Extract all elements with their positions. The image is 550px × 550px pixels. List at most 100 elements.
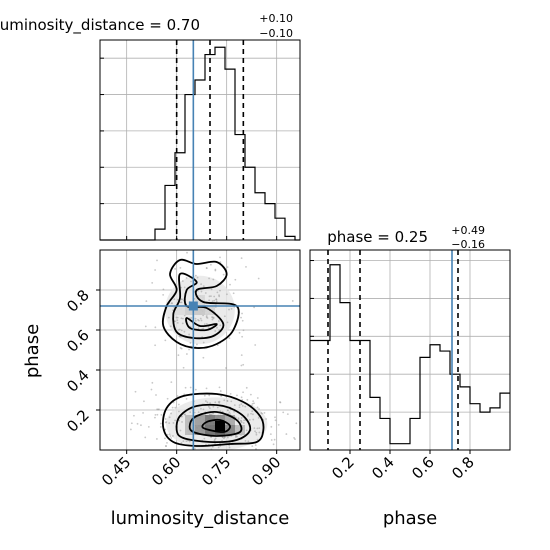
sample-point (202, 356, 205, 359)
sample-point (142, 412, 144, 414)
sample-point (245, 266, 247, 268)
sample-point (186, 251, 188, 254)
sample-point (254, 344, 257, 346)
sample-point (245, 429, 248, 432)
sample-point (209, 402, 212, 404)
sample-point (220, 395, 223, 398)
sample-point (170, 412, 172, 415)
sample-point (196, 343, 198, 346)
sample-point (246, 398, 249, 401)
density-cell (195, 305, 205, 315)
sample-point (235, 435, 238, 438)
truth-marker (188, 301, 198, 311)
sample-point (174, 320, 176, 323)
sample-point (199, 317, 202, 320)
sample-point (218, 294, 220, 297)
contour-line (188, 410, 243, 437)
sample-point (162, 288, 165, 291)
sample-point (200, 290, 203, 293)
sample-point (183, 286, 186, 289)
sample-point (159, 422, 162, 425)
sample-point (250, 412, 252, 415)
sample-point (241, 312, 243, 315)
sample-point (168, 416, 171, 419)
sample-point (196, 276, 199, 279)
sample-point (160, 413, 163, 416)
sample-point (182, 366, 185, 369)
sample-point (222, 273, 225, 276)
sample-point (179, 429, 182, 432)
sample-point (265, 418, 267, 420)
contour-line (162, 392, 265, 447)
sample-point (164, 437, 166, 440)
sample-point (256, 427, 259, 430)
sample-point (216, 344, 219, 347)
sample-point (252, 413, 254, 416)
sample-point (253, 427, 256, 430)
sample-point (253, 402, 255, 405)
sample-point (272, 443, 275, 446)
density-cell (175, 305, 185, 315)
sample-point (154, 344, 157, 347)
sample-point (203, 323, 206, 326)
sample-point (208, 407, 211, 410)
sample-point (228, 337, 231, 340)
sample-point (182, 440, 185, 443)
sample-point (214, 268, 217, 271)
sample-point (212, 412, 215, 415)
sample-point (214, 401, 217, 404)
sample-point (176, 395, 179, 397)
sample-point (188, 440, 191, 443)
sample-point (270, 425, 273, 428)
sample-point (226, 293, 228, 296)
sample-point (246, 414, 249, 417)
sample-point (157, 408, 160, 411)
sample-point (213, 295, 216, 298)
sample-point (208, 295, 211, 298)
density-cell (225, 425, 235, 435)
sample-point (164, 418, 167, 420)
sample-point (170, 381, 173, 384)
sample-point (244, 405, 247, 408)
sample-point (133, 414, 135, 417)
sample-point (174, 268, 177, 270)
sample-point (177, 403, 180, 406)
sample-point (218, 386, 221, 389)
sample-point (180, 317, 183, 320)
sample-point (147, 425, 150, 428)
sample-point (258, 408, 260, 410)
sample-point (200, 319, 203, 322)
contour-line (161, 258, 240, 349)
sample-point (176, 322, 179, 324)
sample-point (144, 325, 147, 328)
sample-point (194, 319, 197, 322)
sample-point (254, 430, 256, 433)
sample-point (240, 364, 243, 367)
sample-point (183, 314, 186, 317)
sample-point (274, 416, 276, 419)
sample-point (204, 400, 207, 402)
sample-point (242, 422, 245, 424)
sample-point (230, 307, 233, 310)
sample-point (245, 386, 248, 389)
panel-frame (99, 39, 301, 241)
sample-point (251, 445, 254, 448)
contour-line (201, 418, 231, 433)
sample-point (207, 405, 210, 408)
sample-point (164, 421, 167, 424)
sample-point (202, 341, 205, 344)
sample-point (145, 300, 148, 303)
sample-point (165, 445, 167, 447)
sample-point (212, 405, 215, 408)
sample-point (279, 401, 282, 404)
sample-point (270, 439, 273, 441)
sample-point (174, 419, 177, 422)
sample-point (255, 433, 258, 436)
sample-point (207, 325, 210, 328)
sample-point (136, 422, 139, 425)
sample-point (213, 438, 216, 441)
panel-frame (309, 249, 511, 451)
y-axis-label-phase: phase (22, 324, 43, 378)
sample-point (205, 322, 208, 325)
